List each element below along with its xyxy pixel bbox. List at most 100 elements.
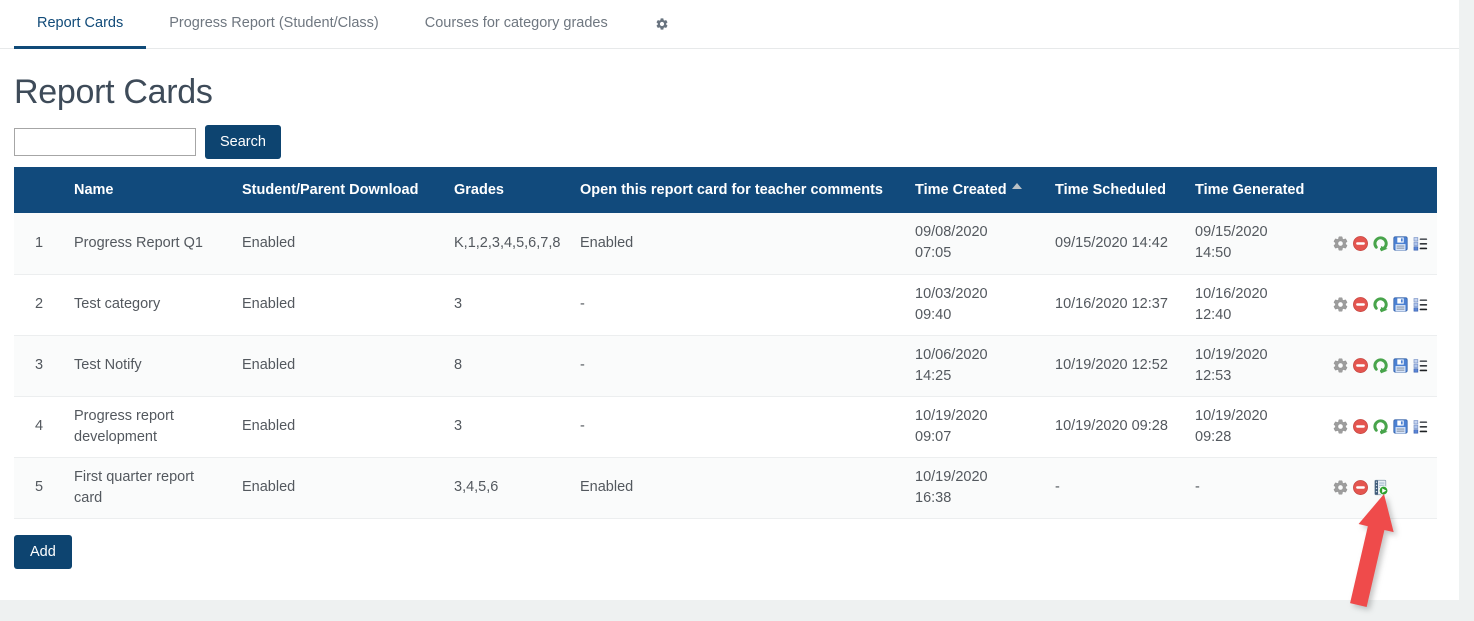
settings-icon[interactable] [1332,235,1349,252]
generate-icon[interactable] [1372,479,1389,496]
cell-actions [1322,274,1437,335]
cell-actions [1322,396,1437,457]
cell-grades: K,1,2,3,4,5,6,7,8 [454,234,561,251]
cell-student-parent-download: Enabled [242,357,296,373]
tab-label: Progress Report (Student/Class) [169,15,379,31]
col-student-parent-download[interactable]: Student/Parent Download [232,167,444,213]
report-cards-table: Name Student/Parent Download Grades Open… [14,167,1437,519]
cell-student-parent-download: Enabled [242,296,296,312]
disable-icon[interactable] [1352,357,1369,374]
cell-name: Progress report development [74,407,174,445]
add-button[interactable]: Add [14,534,72,569]
disable-icon[interactable] [1352,235,1369,252]
disable-icon[interactable] [1352,418,1369,435]
table-row: 5 First quarter report card Enabled 3,4,5,6… [14,457,1437,518]
search-input[interactable] [14,128,196,156]
list-icon[interactable] [1412,296,1429,313]
col-time-created-label: Time Created [915,182,1007,198]
settings-icon[interactable] [1332,296,1349,313]
cell-time-scheduled: - [1055,479,1060,495]
tab-courses-category-grades[interactable]: Courses for category grades [402,0,631,49]
cell-name: First quarter report card [74,468,195,506]
settings-icon[interactable] [1332,479,1349,496]
cell-actions [1322,457,1437,518]
page-title: Report Cards [14,73,213,111]
cell-teacher-comments: - [580,418,585,434]
cell-grades: 3,4,5,6 [454,479,499,495]
sort-ascending-icon [1011,183,1022,189]
col-teacher-comments[interactable]: Open this report card for teacher commen… [570,167,905,213]
row-number: 2 [34,296,44,312]
cell-student-parent-download: Enabled [242,418,296,434]
table-row: 1 Progress Report Q1 Enabled K,1,2,3,4,5,6,… [14,213,1437,274]
cell-name: Progress Report Q1 [74,234,203,251]
cell-name: Test category [74,296,161,312]
row-number: 5 [34,479,44,495]
cell-time-created: 10/19/2020 16:38 [915,468,988,506]
list-icon[interactable] [1412,418,1429,435]
cell-name: Test Notify [74,357,142,373]
list-icon[interactable] [1412,357,1429,374]
cell-time-scheduled: 10/19/2020 09:28 [1055,418,1168,434]
gear-icon[interactable] [655,0,669,48]
search-button[interactable]: Search [205,125,281,159]
cell-actions [1322,335,1437,396]
disable-icon[interactable] [1352,296,1369,313]
cell-grades: 3 [454,418,463,434]
disable-icon[interactable] [1352,479,1369,496]
settings-icon[interactable] [1332,357,1349,374]
regenerate-icon[interactable] [1372,418,1389,435]
cell-teacher-comments: - [580,357,585,373]
col-time-generated[interactable]: Time Generated [1185,167,1322,213]
tab-label: Courses for category grades [424,15,608,31]
right-strip [1459,0,1474,621]
footer-band [0,600,1474,621]
cell-actions [1322,213,1437,274]
table-header-row: Name Student/Parent Download Grades Open… [14,167,1437,213]
table-row: 4 Progress report development Enabled 3 - 10/… [14,396,1437,457]
save-icon[interactable] [1392,357,1409,374]
row-number: 4 [34,418,44,434]
tab-report-cards[interactable]: Report Cards [14,0,147,49]
col-time-scheduled[interactable]: Time Scheduled [1045,167,1185,213]
col-actions [1322,167,1437,213]
col-time-created[interactable]: Time Created [905,167,1045,213]
list-icon[interactable] [1412,235,1429,252]
cell-time-scheduled: 10/19/2020 12:52 [1055,357,1168,373]
cell-time-created: 10/03/2020 09:40 [915,285,988,323]
cell-time-created: 09/08/2020 07:05 [915,224,988,262]
cell-time-generated: - [1195,479,1200,495]
save-icon[interactable] [1392,418,1409,435]
search-row: Search [14,125,1474,159]
cell-time-generated: 10/16/2020 12:40 [1195,285,1268,323]
cell-time-generated: 10/19/2020 09:28 [1195,407,1268,445]
col-grades[interactable]: Grades [444,167,570,213]
regenerate-icon[interactable] [1372,235,1389,252]
regenerate-icon[interactable] [1372,296,1389,313]
cell-teacher-comments: - [580,296,585,312]
table-row: 2 Test category Enabled 3 - 10/03/2020 09:40 10… [14,274,1437,335]
cell-grades: 8 [454,357,463,373]
tab-progress-report[interactable]: Progress Report (Student/Class) [146,0,402,49]
tab-label: Report Cards [37,15,124,31]
settings-icon[interactable] [1332,418,1349,435]
save-icon[interactable] [1392,296,1409,313]
row-number: 3 [34,357,44,373]
cell-student-parent-download: Enabled [242,234,296,251]
row-number: 1 [34,234,44,251]
col-index [14,167,64,213]
tab-bar: Report Cards Progress Report (Student/Cl… [0,0,1474,49]
regenerate-icon[interactable] [1372,357,1389,374]
save-icon[interactable] [1392,235,1409,252]
cell-time-generated: 10/19/2020 12:53 [1195,346,1268,384]
table-row: 3 Test Notify Enabled 8 - 10/06/2020 14:25 10/1… [14,335,1437,396]
cell-grades: 3 [454,296,463,312]
cell-time-created: 10/06/2020 14:25 [915,346,988,384]
cell-time-scheduled: 09/15/2020 14:42 [1055,234,1168,251]
cell-time-scheduled: 10/16/2020 12:37 [1055,296,1168,312]
cell-student-parent-download: Enabled [242,479,296,495]
col-name[interactable]: Name [64,167,232,213]
cell-teacher-comments: Enabled [580,234,634,251]
cell-time-created: 10/19/2020 09:07 [915,407,988,445]
